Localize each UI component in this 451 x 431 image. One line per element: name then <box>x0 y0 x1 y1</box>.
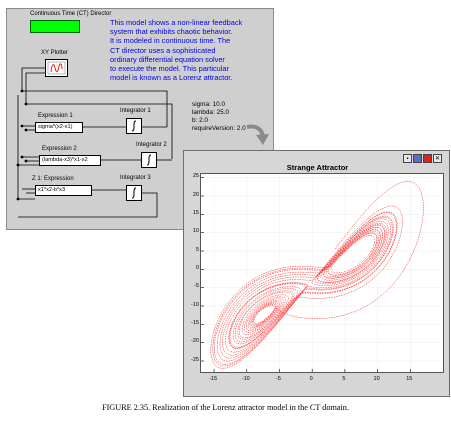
description-line: system that exhibits chaotic behavior. <box>110 27 233 37</box>
description-line: CT director uses a sophisticated <box>110 45 216 55</box>
parameter-b: b: 2.0 <box>192 117 208 124</box>
plot-window: ▪ ✕ Strange Attractor 25 20 15 10 5 0 -5 -10 -15… <box>183 150 450 397</box>
x-tick-label: -5 <box>276 376 281 382</box>
reset-icon[interactable]: ✕ <box>433 154 442 163</box>
y-tick-label: 25 <box>192 173 199 180</box>
model-editor-canvas: Continuous Time (CT) Director This model… <box>6 8 274 230</box>
print-icon[interactable]: ▪ <box>403 154 412 163</box>
expression1-actor[interactable]: sigma*(x2-x1) <box>35 122 83 133</box>
y-tick-label: 15 <box>192 209 199 216</box>
description-line: This model shows a non-linear feedback <box>110 18 243 27</box>
save-icon[interactable] <box>413 154 422 163</box>
y-tick-label: 10 <box>192 228 199 235</box>
description-line: ordinary differential equation solver <box>110 54 225 64</box>
plot-title: Strange Attractor <box>286 163 349 172</box>
integrator2-label: Integrator 2 <box>136 142 167 148</box>
integrator1-actor[interactable] <box>126 118 142 134</box>
integrator3-label: Integrator 3 <box>120 175 151 181</box>
xy-plotter-actor[interactable] <box>45 59 68 77</box>
x-tick-label: 15 <box>406 376 413 382</box>
curved-arrow-icon <box>246 124 269 145</box>
expression2-actor[interactable]: (lambda-x3)*x1-x2 <box>39 155 101 166</box>
y-tick-label: 20 <box>192 191 199 198</box>
integrator1-label: Integrator 1 <box>120 108 151 114</box>
y-tick-label: -20 <box>191 338 199 345</box>
expression2-title: Expression 2 <box>42 146 77 152</box>
integrator2-actor[interactable] <box>141 152 157 168</box>
y-tick-label: -25 <box>191 356 199 363</box>
y-tick-label: 0 <box>195 264 199 271</box>
attractor-plot <box>201 174 443 372</box>
y-tick-label: 5 <box>195 246 199 253</box>
integral-icon <box>131 120 137 132</box>
expression1-title: Expression 1 <box>38 113 73 119</box>
x-tick-label: 0 <box>309 376 313 382</box>
description-line: model is known as a Lorenz attractor. <box>110 73 233 83</box>
x-tick-label: -15 <box>209 376 218 382</box>
integrator3-actor[interactable] <box>126 185 142 201</box>
integral-icon <box>146 154 152 166</box>
x-tick-label: 10 <box>373 376 380 382</box>
fill-icon[interactable] <box>423 154 432 163</box>
description-line: It is modeled in continuous time. The <box>110 36 231 46</box>
figure-caption: FIGURE 2.35. Realization of the Lorenz a… <box>102 403 349 412</box>
x-tick-label: -10 <box>241 376 250 382</box>
integral-icon <box>131 187 137 199</box>
plot-area <box>200 173 444 373</box>
y-tick-label: -10 <box>191 301 199 308</box>
description-line: to execute the model. This particular <box>110 64 229 74</box>
y-tick-label: -5 <box>194 283 199 290</box>
x-tick-label: 5 <box>342 376 346 382</box>
ct-director-icon[interactable] <box>30 20 80 33</box>
model-parameters: sigma: 10.0 lambda: 25.0 b: 2.0 requireV… <box>192 101 246 133</box>
y-tick-label: -15 <box>191 319 199 326</box>
parameter-require-version: requireVersion: 2.0 <box>192 125 246 132</box>
expression3-title: Z 1: Expression <box>32 176 74 182</box>
director-label: Continuous Time (CT) Director <box>30 11 112 17</box>
model-description: This model shows a non-linear feedback s… <box>110 18 242 82</box>
xy-plotter-label: XY Plotter <box>41 50 68 56</box>
parameter-sigma: sigma: 10.0 <box>192 101 226 108</box>
xy-plotter-icon <box>47 61 66 75</box>
attractor-series-line <box>210 181 424 369</box>
expression3-actor[interactable]: x1*x2-b*x3 <box>35 185 92 196</box>
connection-wires <box>16 67 173 218</box>
parameter-lambda: lambda: 25.0 <box>192 109 229 116</box>
